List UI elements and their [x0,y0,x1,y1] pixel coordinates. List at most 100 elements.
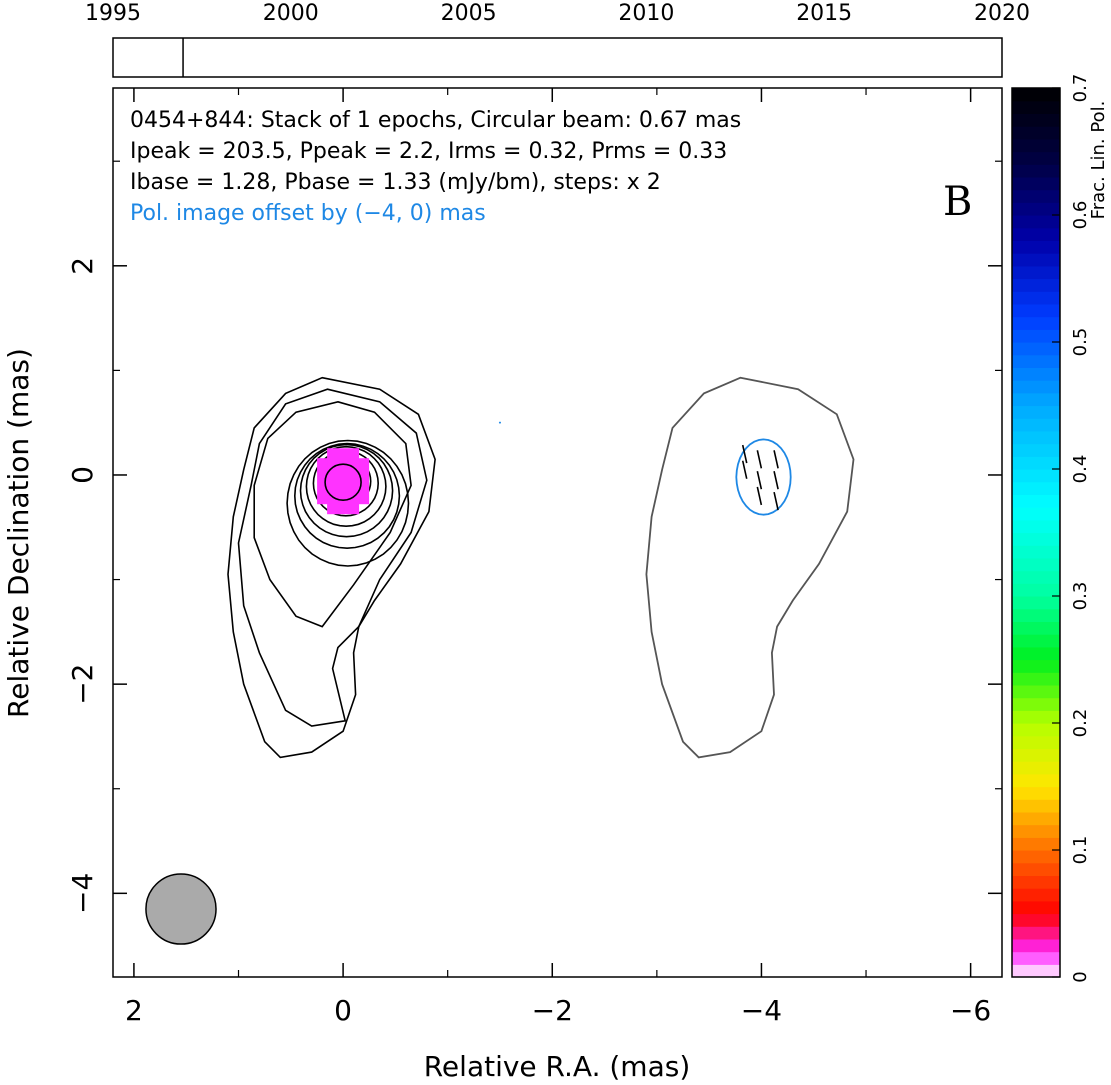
colorbar-swatch [1012,684,1060,699]
colorbar-swatch [1012,672,1060,686]
intensity-contour [286,439,410,567]
colorbar-swatch [1012,291,1060,305]
x-tick-label: 0 [334,994,352,1027]
timeline-tick-label: 2010 [618,1,674,26]
colorbar-swatch [1012,418,1060,432]
colorbar-swatch [1012,443,1060,457]
colorbar-swatch [1012,646,1060,661]
colorbar-swatch [1012,227,1060,241]
colorbar-swatch [1012,900,1060,915]
colorbar-swatch [1012,354,1060,368]
timeline-bar: 1995 2000 2005 2010 2015 2020 [85,1,1030,78]
intensity-contour [293,442,401,550]
colorbar-swatch [1012,596,1060,610]
colorbar-swatch [1012,761,1060,775]
panel-letter: B [943,179,972,225]
colorbar-swatch [1012,545,1060,559]
polarization-contour [735,438,792,516]
evpa-ticks [741,444,779,511]
colorbar-swatch [1012,824,1060,838]
colorbar-swatch [1012,557,1060,572]
x-axis-label: Relative R.A. (mas) [424,1050,691,1083]
y-tick-label: 2 [66,257,99,275]
y-tick-label: −2 [66,664,99,705]
colorbar-swatch [1012,342,1060,356]
colorbar-swatch [1012,303,1060,318]
axis-ticks [113,88,1002,977]
colorbar-swatch [1012,176,1060,191]
colorbar-swatch [1012,189,1060,203]
colorbar-tick-label: 0.7 [1070,74,1091,103]
plot-area: 2 0 −2 −4 −6 −4 −2 0 2 [66,87,1003,1027]
intensity-contour [227,376,436,759]
colorbar-swatch [1012,710,1060,724]
colorbar-swatch [1012,138,1060,153]
evpa-tick [756,450,763,469]
colorbar-swatch [1012,862,1060,876]
colorbar-swatch [1012,164,1060,178]
timeline-tick-label: 1995 [85,1,141,26]
colorbar-swatch [1012,456,1060,470]
colorbar-swatch [1012,215,1060,229]
x-tick-label: −2 [532,994,573,1027]
intensity-contour [237,388,428,727]
colorbar-swatch [1012,811,1060,826]
y-tick-label: 0 [66,466,99,484]
colorbar-swatch [1012,888,1060,902]
colorbar-swatch [1012,773,1060,788]
colorbar-swatch [1012,951,1060,965]
colorbar-swatch [1012,532,1060,546]
colorbar: 0 0.1 0.2 0.3 0.4 0.5 0.6 0.7 Frac. Lin. Pol. [1011,74,1109,983]
y-axis-label: Relative Declination (mas) [2,348,35,718]
colorbar-swatch [1012,380,1060,394]
x-tick-labels: 2 0 −2 −4 −6 [125,994,991,1027]
timeline-tick-label: 2005 [441,1,497,26]
colorbar-swatch [1012,100,1060,114]
colorbar-tick-label: 0.3 [1070,582,1091,611]
colorbar-swatch [1012,608,1060,622]
intensity-contour [253,400,412,628]
colorbar-swatch [1012,481,1060,495]
intensity-contour [305,445,387,528]
colorbar-tick-label: 0.4 [1070,455,1091,484]
colorbar-swatch [1012,240,1060,254]
colorbar-swatch [1012,748,1060,762]
y-tick-label: −4 [66,873,99,914]
frac-pol-block [327,448,360,515]
colorbar-swatch [1012,519,1060,534]
evpa-tick [741,460,748,479]
colorbar-swatch [1012,316,1060,330]
intensity-contour [299,443,394,538]
colorbar-swatch [1012,583,1060,597]
colorbar-swatch [1012,494,1060,508]
colorbar-swatch [1012,469,1060,483]
colorbar-swatch [1012,329,1060,343]
colorbar-tick-label: 0.5 [1070,328,1091,357]
colorbar-swatch [1012,88,1060,102]
timeline-tick-label: 2020 [974,1,1030,26]
timeline-tick-label: 2015 [796,1,852,26]
annotation-base-line: Ibase = 1.28, Pbase = 1.33 (mJy/bm), ste… [130,170,661,195]
colorbar-tick-label: 0 [1070,971,1091,982]
total-intensity-contours [227,376,436,759]
polarization-outline-contour [645,376,855,759]
evpa-tick [773,471,779,490]
evpa-tick [756,471,763,490]
colorbar-swatch [1012,697,1060,711]
colorbar-swatch [1012,964,1060,978]
colorbar-swatch [1012,405,1060,419]
colorbar-swatch [1012,430,1060,445]
colorbar-swatch [1012,278,1060,292]
colorbar-swatch [1012,634,1060,648]
evpa-tick [773,450,779,469]
colorbar-frame [1011,87,1061,978]
annotation-peak-line: Ipeak = 203.5, Ppeak = 2.2, Irms = 0.32,… [130,139,727,164]
x-tick-label: 2 [125,994,143,1027]
colorbar-swatch [1012,392,1060,407]
annotation-source-line: 0454+844: Stack of 1 epochs, Circular be… [130,108,741,133]
colorbar-tick-label: 0.2 [1070,709,1091,738]
colorbar-swatch [1012,507,1060,521]
colorbar-swatch [1012,202,1060,216]
fractional-polarization-pixels [317,448,370,515]
